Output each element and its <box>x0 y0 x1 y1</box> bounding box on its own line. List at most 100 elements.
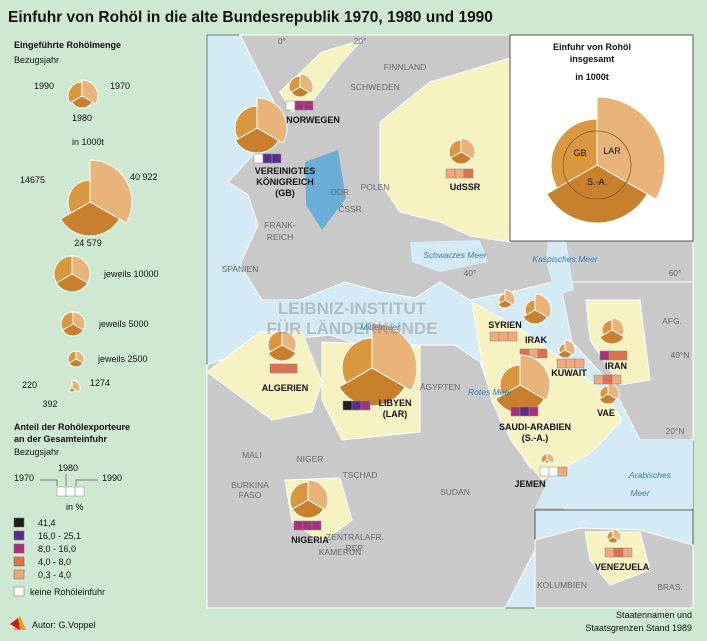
share-square <box>599 350 610 361</box>
country-name-other: FASO <box>239 490 262 500</box>
country-name: IRAK <box>525 335 547 345</box>
pie-sector <box>288 75 301 94</box>
label: LAR <box>603 146 621 156</box>
sea-name: Arabisches <box>628 470 672 480</box>
country-name: VEREINIGTES <box>255 166 316 176</box>
graticule-label: 60° <box>669 268 682 278</box>
pie-sector <box>291 499 325 519</box>
label: 8,0 - 16,0 <box>38 544 76 554</box>
pie-sector <box>234 127 280 154</box>
share-square <box>285 100 296 111</box>
class-swatch <box>13 517 25 528</box>
title: Einfuhr von Rohöl in die alte Bundesrepu… <box>8 9 493 26</box>
class-swatch-none <box>13 586 25 597</box>
country-name-other: SUDAN <box>440 487 470 497</box>
label: 0,3 - 4,0 <box>38 570 71 580</box>
pie-sector <box>499 364 521 396</box>
label: 1274 <box>90 378 110 388</box>
country-name: KÖNIGREICH <box>256 177 314 187</box>
label: 41,4 <box>38 518 56 528</box>
label: 1970 <box>110 81 130 91</box>
country-name-other: FINNLAND <box>384 62 427 72</box>
share-square <box>253 153 264 164</box>
country-name-other: NIGER <box>297 454 324 464</box>
country-name: (GB) <box>275 188 295 198</box>
label: 220 <box>22 380 37 390</box>
label: keine Rohöleinfuhr <box>30 587 105 597</box>
label: in % <box>66 502 84 512</box>
class-swatch <box>13 543 25 554</box>
pie-sector <box>540 453 548 464</box>
pie-sector <box>59 201 121 237</box>
country-name: ALGERIEN <box>262 383 309 393</box>
share-square <box>622 547 633 558</box>
share-square <box>539 466 550 477</box>
share-square <box>574 358 585 369</box>
country-name-other: TSCHAD <box>343 470 378 480</box>
label: 24 579 <box>74 238 102 248</box>
label: Bezugsjahr <box>14 447 59 457</box>
pie-sector <box>67 81 83 104</box>
class-swatch <box>13 530 25 541</box>
label: 1980 <box>72 113 92 123</box>
country-name: (LAR) <box>383 409 408 419</box>
country-name-other: ZENTRALAFR. <box>326 532 384 542</box>
label: Eingeführte Rohölmenge <box>14 40 121 50</box>
country-name: VENEZUELA <box>595 562 650 572</box>
country-name: UdSSR <box>450 182 481 192</box>
pie-sector <box>341 337 373 384</box>
pie-sector <box>53 255 73 284</box>
baltic-sea <box>305 150 346 230</box>
pie-sector <box>55 273 89 293</box>
share-square <box>342 400 353 411</box>
share-square <box>445 168 456 179</box>
country-name-other: AFG. <box>662 316 682 326</box>
country-name-other: KOLUMBIEN <box>537 580 587 590</box>
inner-ring <box>562 130 632 200</box>
country-name-other: DDR <box>331 187 349 197</box>
share-square <box>278 363 289 374</box>
label: Einfuhr von Rohöl <box>553 42 631 52</box>
pie-sector <box>267 330 283 353</box>
share-square <box>293 520 304 531</box>
country-name-other: BURKINA <box>231 480 269 490</box>
footnote: Staatennamen und <box>616 610 692 620</box>
graticule-label: 40° <box>464 268 477 278</box>
pie-sector <box>448 139 462 159</box>
sea-name: Rotes Meer <box>468 387 513 397</box>
mediterranean <box>258 300 480 345</box>
share-square <box>507 331 518 342</box>
region-venezuela <box>584 531 651 586</box>
graticule-label: 40°N <box>671 350 690 360</box>
footnote: Staatsgrenzen Stand 1989 <box>585 623 692 633</box>
pie-sector <box>557 349 573 359</box>
label: in 1000t <box>72 137 105 147</box>
share-square <box>269 363 280 374</box>
logo-red <box>10 618 20 630</box>
label: an der Gesamteinfuhr <box>14 434 108 444</box>
share-square <box>556 358 567 369</box>
country-name-other: SCHWEDEN <box>350 82 400 92</box>
share-square <box>303 100 314 111</box>
country-name-other: ÄGYPTEN <box>420 382 461 392</box>
label: S.-A. <box>587 177 607 187</box>
share-square <box>593 374 604 385</box>
share-square <box>613 547 624 558</box>
class-swatch <box>13 569 25 580</box>
label: 1990 <box>102 473 122 483</box>
graticule-label: 0° <box>278 36 286 46</box>
share-square <box>294 100 305 111</box>
label: 14675 <box>20 175 45 185</box>
country-name: JEMEN <box>514 479 545 489</box>
pie-sector <box>599 385 609 399</box>
share-square <box>489 331 500 342</box>
pie-sector <box>498 293 506 304</box>
pie-sector <box>606 530 614 541</box>
label: Anteil der Rohölexporteure <box>14 422 130 432</box>
region-udssr <box>379 57 511 243</box>
graticule-label: 20°N <box>666 426 685 436</box>
share-square <box>537 348 548 359</box>
share-square <box>510 406 521 417</box>
country-name-other: ČSSR <box>338 204 362 214</box>
labels: Eingeführte Rohölmenge Bezugsjahr 1990 1970… <box>10 36 692 633</box>
